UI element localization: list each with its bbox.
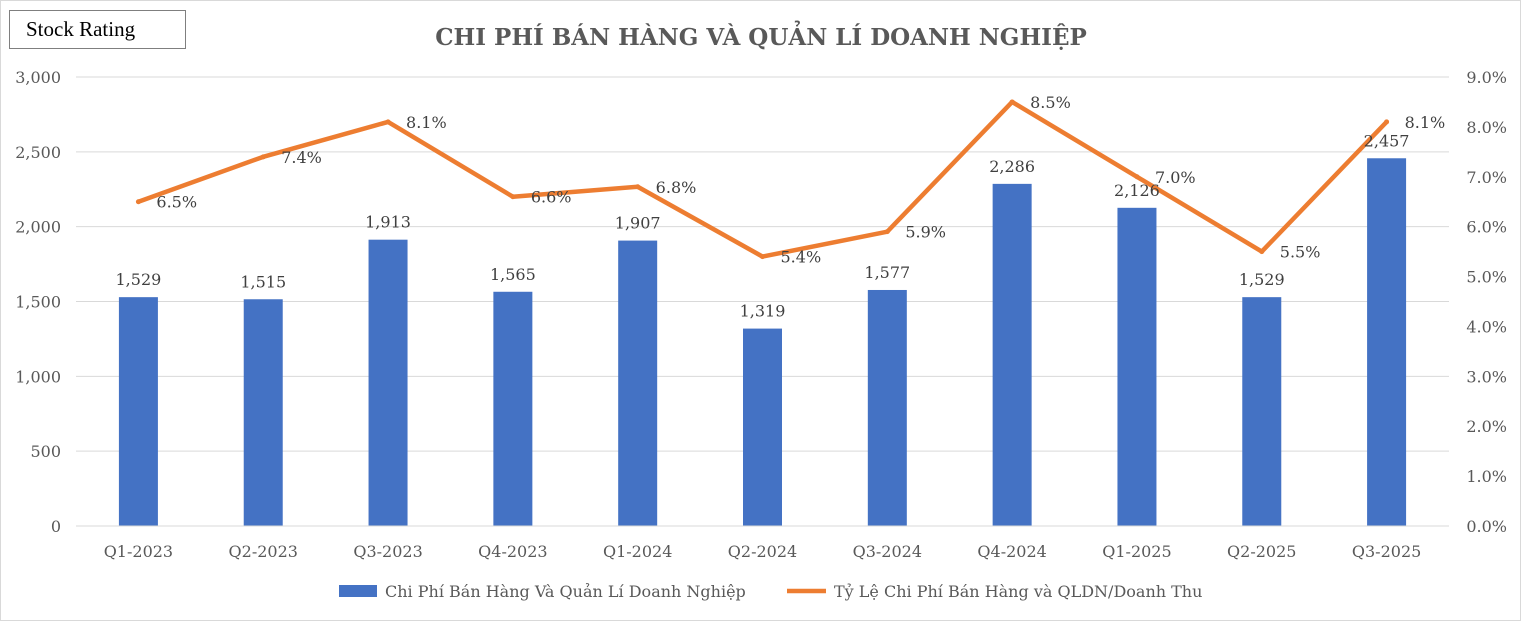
x-tick-label: Q1-2023 <box>104 542 173 561</box>
y-left-tick-label: 0 <box>51 517 61 536</box>
bar-value-label: 2,286 <box>989 157 1035 176</box>
y-left-tick-label: 2,500 <box>15 143 61 162</box>
bar-value-label: 2,457 <box>1364 131 1410 150</box>
line-value-label: 7.4% <box>281 148 322 167</box>
bar-value-label: 1,565 <box>490 265 536 284</box>
stock-rating-badge: Stock Rating <box>9 10 186 49</box>
data-labels: 1,529 1,515 1,913 1,565 1,907 1,319 1,577 2,286… <box>116 93 1446 321</box>
line-point <box>260 154 266 160</box>
line-value-label: 7.0% <box>1155 168 1196 187</box>
line-point <box>135 199 141 205</box>
line-value-label: 5.4% <box>781 248 822 267</box>
x-tick-label: Q3-2024 <box>853 542 922 561</box>
line-series <box>135 99 1390 260</box>
bar <box>1117 207 1157 527</box>
x-axis: Q1-2023 Q2-2023 Q3-2023 Q4-2023 Q1-2024 Q2-20… <box>76 525 1449 561</box>
line-point <box>1134 174 1140 180</box>
line-value-label: 8.1% <box>1405 113 1446 132</box>
bar <box>743 328 782 526</box>
bar-value-label: 1,319 <box>740 302 786 321</box>
ratio-line <box>136 99 1389 259</box>
line-point <box>1009 99 1015 105</box>
line-point <box>1259 249 1265 255</box>
line-value-label: 6.8% <box>656 178 697 197</box>
line-value-label: 6.5% <box>156 193 197 212</box>
x-tick-label: Q1-2024 <box>603 542 672 561</box>
bar <box>368 239 408 526</box>
y-right-tick-label: 8.0% <box>1466 118 1507 137</box>
y-right-tick-label: 7.0% <box>1466 168 1507 187</box>
bar <box>618 240 658 526</box>
y-right-tick-label: 1.0% <box>1466 467 1507 486</box>
line-point <box>635 184 641 190</box>
y-left-tick-label: 500 <box>30 442 61 461</box>
line-point <box>510 194 516 200</box>
line-value-label: 8.1% <box>406 113 447 132</box>
y-left-tick-label: 3,000 <box>15 68 61 87</box>
x-tick-label: Q2-2024 <box>728 542 797 561</box>
chart-title: CHI PHÍ BÁN HÀNG VÀ QUẢN LÍ DOANH NGHIỆP <box>435 21 1087 51</box>
x-tick-label: Q4-2024 <box>977 542 1046 561</box>
left-axis: 0 500 1,000 1,500 2,000 2,500 3,000 <box>15 68 61 536</box>
bar-series <box>118 158 1407 527</box>
y-left-tick-label: 1,500 <box>15 293 61 312</box>
x-tick-label: Q3-2025 <box>1352 542 1421 561</box>
y-right-tick-label: 5.0% <box>1466 268 1507 287</box>
bar <box>867 289 907 526</box>
bar-value-label: 1,907 <box>615 214 661 233</box>
legend-swatch-bar <box>339 585 377 597</box>
y-left-tick-label: 2,000 <box>15 218 61 237</box>
line-value-label: 5.9% <box>905 223 946 242</box>
y-right-tick-label: 0.0% <box>1466 517 1507 536</box>
line-value-label: 6.6% <box>531 188 572 207</box>
bar <box>243 299 283 526</box>
bar <box>493 291 533 526</box>
x-tick-label: Q1-2025 <box>1102 542 1171 561</box>
right-axis: 0.0% 1.0% 2.0% 3.0% 4.0% 5.0% 6.0% 7.0% 8.0% 9.0% <box>1466 68 1507 536</box>
y-left-tick-label: 1,000 <box>15 367 61 386</box>
x-tick-label: Q3-2023 <box>353 542 422 561</box>
bar <box>1367 158 1407 527</box>
line-point <box>760 254 765 260</box>
y-right-tick-label: 4.0% <box>1466 317 1507 336</box>
bar <box>1242 297 1282 526</box>
bar-value-label: 1,529 <box>116 270 162 289</box>
legend: Chi Phí Bán Hàng Và Quản Lí Doanh Nghiệp… <box>339 582 1202 601</box>
line-value-label: 5.5% <box>1280 243 1321 262</box>
bar-value-label: 1,577 <box>864 263 910 282</box>
bar <box>118 297 158 526</box>
y-right-tick-label: 6.0% <box>1466 218 1507 237</box>
bar-value-label: 2,126 <box>1114 181 1160 200</box>
x-tick-label: Q2-2025 <box>1227 542 1296 561</box>
legend-label-line: Tỷ Lệ Chi Phí Bán Hàng và QLDN/Doanh Thu <box>834 582 1202 601</box>
bar-value-label: 1,515 <box>240 272 286 291</box>
legend-label-bar: Chi Phí Bán Hàng Và Quản Lí Doanh Nghiệp <box>385 582 746 601</box>
line-value-label: 8.5% <box>1030 93 1071 112</box>
y-right-tick-label: 9.0% <box>1466 68 1507 87</box>
bar <box>992 183 1032 526</box>
bar-value-label: 1,913 <box>365 213 411 232</box>
y-right-tick-label: 3.0% <box>1466 367 1507 386</box>
line-point <box>1384 119 1390 125</box>
x-tick-label: Q4-2023 <box>478 542 547 561</box>
line-point <box>884 229 890 235</box>
line-point <box>385 119 391 125</box>
bar-value-label: 1,529 <box>1239 270 1285 289</box>
x-tick-label: Q2-2023 <box>229 542 298 561</box>
y-right-tick-label: 2.0% <box>1466 417 1507 436</box>
